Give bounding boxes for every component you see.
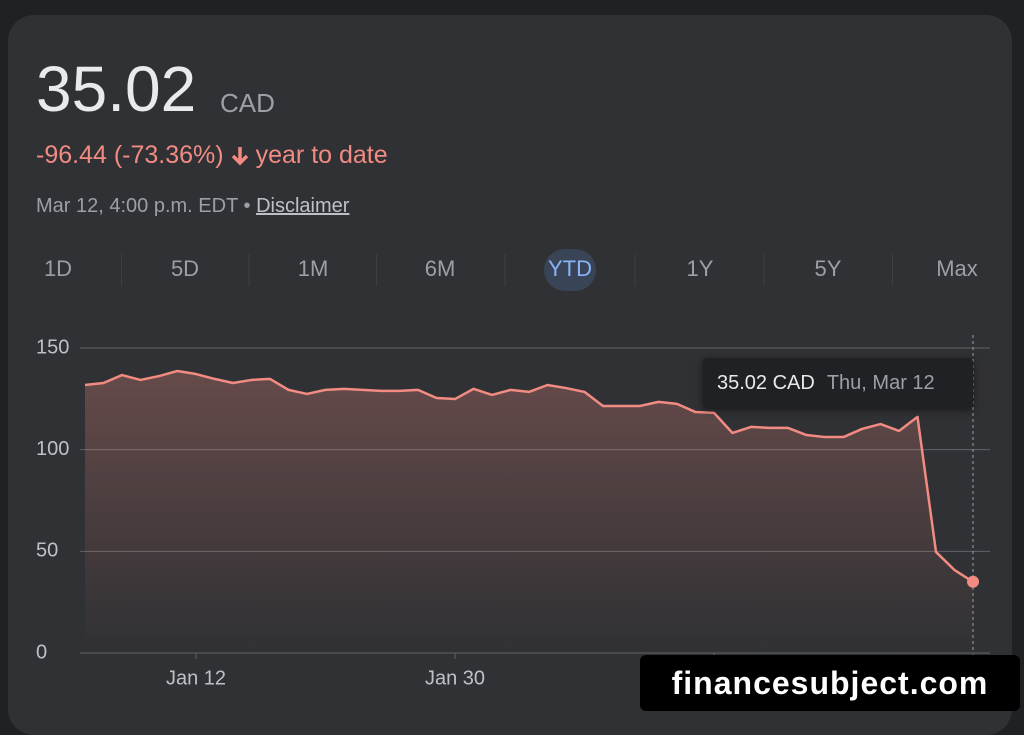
range-button[interactable]: 1D [44, 256, 72, 281]
x-tick-label: Jan 12 [166, 667, 226, 689]
range-button[interactable]: 1Y [687, 256, 714, 281]
x-tick-label: Jan 30 [425, 667, 485, 689]
y-tick-label: 0 [36, 641, 47, 663]
price-line [84, 369, 974, 583]
currency: CAD [220, 88, 275, 118]
change: -96.44 (-73.36%) [36, 141, 224, 169]
down-arrow [231, 146, 248, 165]
change-row: -96.44 (-73.36%) year to date [36, 141, 388, 170]
end-point [967, 575, 979, 588]
watermark: financesubject.com [640, 655, 1020, 711]
y-tick-label: 50 [36, 540, 58, 562]
timestamp: Mar 12, 4:00 p.m. EDT • [36, 195, 251, 217]
range-button[interactable]: 5Y [815, 256, 842, 281]
range-button[interactable]: YTD [548, 256, 592, 281]
range-button[interactable]: Max [936, 256, 978, 281]
tooltip-date: Thu, Mar 12 [826, 371, 935, 394]
range-button[interactable]: 6M [425, 256, 456, 281]
area [85, 370, 973, 653]
period: year to date [255, 141, 388, 169]
disclaimer-link[interactable]: Disclaimer [256, 195, 350, 217]
y-tick-label: 100 [36, 438, 69, 460]
price: 35.02 [36, 53, 197, 125]
y-tick-label: 150 [36, 336, 69, 358]
range-selected-bg [544, 249, 596, 291]
timestamp-row: Mar 12, 4:00 p.m. EDT • Disclaimer [36, 195, 349, 218]
tooltip-price: 35.02 CAD [717, 371, 815, 394]
range-button[interactable]: 5D [171, 256, 199, 281]
range-button[interactable]: 1M [298, 256, 329, 281]
tooltip: 35.02 CAD Thu, Mar 12 [703, 358, 973, 408]
